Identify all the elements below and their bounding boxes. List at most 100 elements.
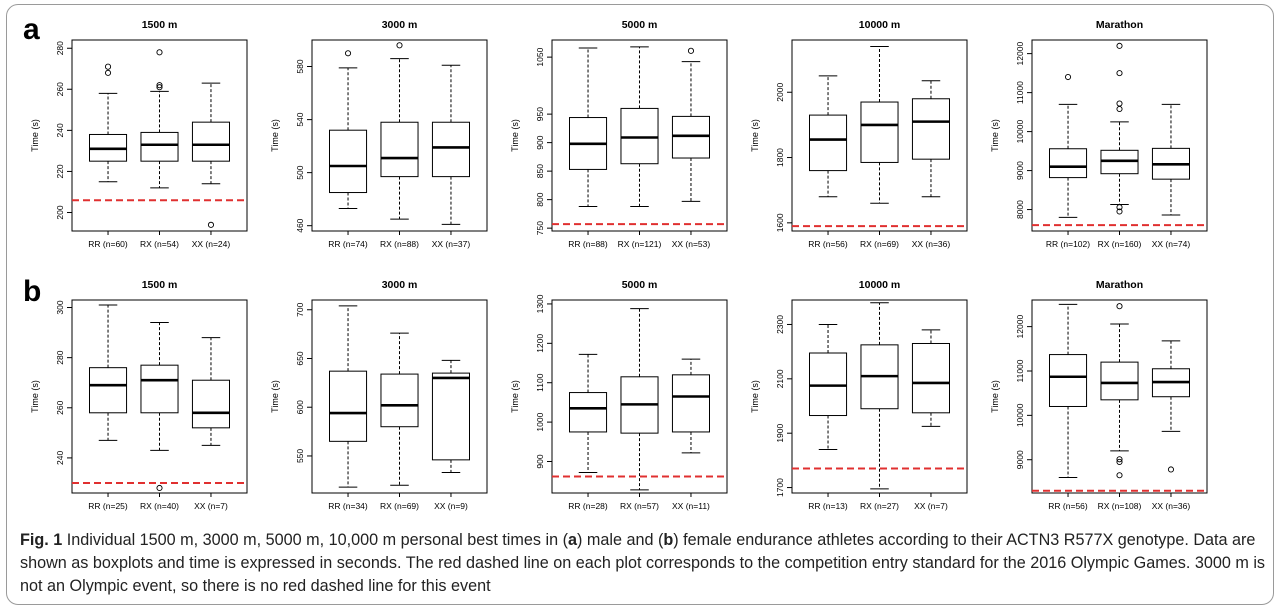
x-tick-label: RR (n=88) (568, 239, 608, 249)
outlier-point (1116, 100, 1123, 107)
y-tick-label: 1200 (535, 334, 545, 353)
outlier-point (1116, 303, 1123, 310)
x-tick-label: XX (n=24) (192, 239, 231, 249)
box-3: XX (n=37) (432, 64, 470, 249)
y-tick-label: 1100 (535, 373, 545, 392)
outlier-point (687, 47, 695, 54)
y-axis-label: Time (s) (510, 380, 520, 413)
iqr-box (671, 374, 710, 433)
iqr-box (191, 379, 230, 429)
y-tick-label: 1900 (775, 423, 785, 442)
box-2: RX (n=160) (1098, 42, 1142, 249)
iqr-box (191, 121, 230, 162)
y-tick-label: 9000 (1015, 450, 1025, 469)
iqr-box (809, 352, 848, 417)
box-3: XX (n=36) (911, 80, 950, 249)
y-tick-label: 550 (295, 449, 305, 463)
boxplot-a-3: 5000 m Time (s) 750 800 850 900 950 1050 RR (n=8… (510, 19, 728, 249)
y-tick-label: 580 (295, 59, 305, 73)
boxplot-b-5: Marathon Time (s) 9000 10000 11000 12000 RR (n… (990, 279, 1208, 511)
outlier-point (1116, 456, 1123, 463)
plot-title: 10000 m (859, 19, 900, 31)
outlier-point (1116, 208, 1123, 215)
y-tick-label: 240 (55, 123, 65, 137)
y-tick-label: 12000 (1015, 42, 1025, 66)
caption-panel-b: b (663, 531, 674, 549)
iqr-box (860, 101, 899, 163)
x-tick-label: RR (n=102) (1046, 239, 1090, 249)
iqr-box (671, 115, 710, 159)
box-1: RR (n=28) (568, 353, 608, 511)
box-2: RX (n=108) (1098, 303, 1142, 511)
y-tick-label: 1050 (535, 47, 545, 66)
x-tick-label: RX (n=69) (860, 239, 899, 249)
y-tick-label: 600 (295, 400, 305, 414)
box-1: RR (n=102) (1046, 73, 1090, 249)
y-tick-label: 1300 (535, 294, 545, 313)
x-tick-label: XX (n=74) (1152, 239, 1191, 249)
iqr-box (380, 121, 419, 178)
box-2: RX (n=121) (618, 46, 662, 249)
outlier-point (1116, 472, 1123, 479)
panel-label-b: b (23, 275, 42, 308)
iqr-box (911, 98, 950, 160)
y-tick-label: 10000 (1015, 120, 1025, 144)
box-1: RR (n=74) (328, 50, 368, 249)
box-1: RR (n=56) (1048, 303, 1088, 511)
y-tick-label: 800 (535, 192, 545, 206)
y-axis-label: Time (s) (750, 119, 760, 152)
box-2: RX (n=69) (380, 332, 419, 511)
x-tick-label: RR (n=28) (568, 501, 608, 511)
outlier-point (156, 49, 163, 56)
box-2: RX (n=40) (140, 322, 179, 511)
y-tick-label: 300 (55, 300, 65, 314)
outlier-point (1167, 466, 1175, 473)
y-tick-label: 500 (295, 165, 305, 179)
x-tick-label: RR (n=56) (1048, 501, 1088, 511)
x-tick-label: RX (n=108) (1098, 501, 1142, 511)
x-tick-label: RX (n=54) (140, 239, 179, 249)
boxplot-b-4: 10000 m Time (s) 1700 1900 2100 2300 RR (n=13)… (750, 279, 968, 511)
y-axis-label: Time (s) (990, 380, 1000, 413)
y-tick-label: 900 (535, 135, 545, 149)
iqr-box (1049, 148, 1088, 179)
outlier-point (1116, 458, 1123, 465)
y-axis-label: Time (s) (30, 380, 40, 413)
x-tick-label: XX (n=9) (434, 501, 468, 511)
x-tick-label: XX (n=11) (672, 501, 710, 511)
boxplot-b-2: 3000 m Time (s) 550 600 650 700 RR (n=34) RX (n… (270, 279, 488, 511)
y-tick-label: 12000 (1015, 315, 1025, 339)
y-tick-label: 2000 (775, 83, 785, 102)
outlier-point (1116, 204, 1123, 211)
iqr-box (380, 373, 419, 428)
caption-text-2: ) male and ( (576, 531, 664, 549)
y-tick-label: 1600 (775, 213, 785, 232)
caption-panel-a: a (567, 531, 577, 549)
boxplot-b-3: 5000 m Time (s) 900 1000 1100 1200 1300 RR (n=2… (510, 279, 728, 511)
plot-title: 3000 m (382, 279, 418, 291)
iqr-box (140, 131, 179, 162)
x-tick-label: RX (n=27) (860, 501, 899, 511)
y-tick-label: 900 (535, 454, 545, 468)
y-tick-label: 9000 (1015, 161, 1025, 180)
y-tick-label: 2100 (775, 369, 785, 388)
y-tick-label: 240 (55, 451, 65, 465)
box-1: RR (n=25) (88, 304, 128, 511)
outlier-point (156, 484, 163, 492)
plot-title: 10000 m (859, 279, 900, 291)
y-tick-label: 1000 (535, 412, 545, 431)
x-tick-label: RR (n=13) (808, 501, 848, 511)
y-axis-label: Time (s) (270, 119, 280, 152)
y-axis-label: Time (s) (270, 380, 280, 413)
outlier-point (344, 50, 352, 57)
x-tick-label: RX (n=69) (380, 501, 419, 511)
plot-title: Marathon (1096, 19, 1143, 31)
box-1: RR (n=34) (328, 305, 368, 511)
y-tick-label: 260 (55, 400, 65, 414)
box-2: RX (n=88) (380, 42, 419, 249)
y-tick-label: 540 (295, 112, 305, 126)
box-3: XX (n=7) (191, 337, 230, 511)
plot-title: 1500 m (142, 19, 178, 31)
boxplot-a-2: 3000 m Time (s) 460 500 540 580 RR (n=74) RX (n… (270, 19, 488, 249)
plot-title: 3000 m (382, 19, 418, 31)
